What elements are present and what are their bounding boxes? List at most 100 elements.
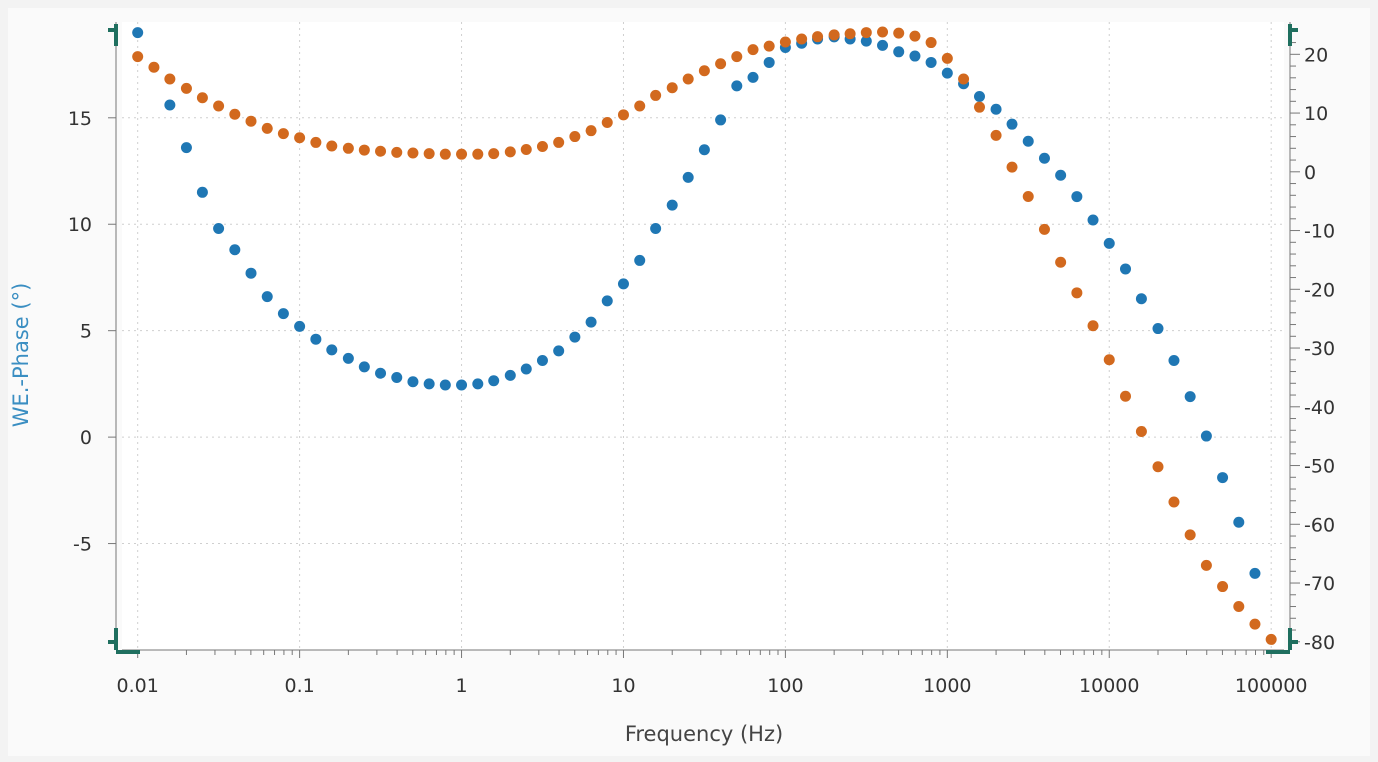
data-point: [601, 116, 613, 128]
data-point: [1217, 472, 1229, 484]
phase-chart: 0.01 0.1 1 10 100 1000 10000 100000 15 10 5 0 -5 20 10…: [8, 8, 1370, 756]
data-point: [1249, 567, 1261, 579]
data-point: [342, 352, 354, 364]
data-point: [277, 128, 289, 140]
data-point: [877, 26, 889, 38]
data-point: [860, 27, 872, 39]
data-point: [650, 222, 662, 234]
data-point: [358, 361, 370, 373]
data-point: [990, 103, 1002, 115]
data-point: [941, 52, 953, 64]
data-point: [925, 37, 937, 49]
data-point: [358, 144, 370, 156]
data-point: [1071, 287, 1083, 299]
data-point: [990, 129, 1002, 141]
data-point: [536, 354, 548, 366]
data-point: [634, 100, 646, 112]
data-point: [973, 91, 985, 103]
data-point: [1055, 256, 1067, 268]
data-point: [1038, 152, 1050, 164]
y-tick-label-left: 15: [68, 108, 92, 130]
data-point: [601, 295, 613, 307]
data-point: [1006, 161, 1018, 173]
axis-bracket: [108, 24, 118, 46]
data-point: [294, 320, 306, 332]
data-point: [617, 109, 629, 121]
data-point: [1120, 390, 1132, 402]
data-point: [439, 379, 451, 391]
data-point: [504, 146, 516, 158]
data-point: [132, 51, 144, 63]
axis-bracket: [108, 628, 118, 650]
data-point: [196, 92, 208, 104]
data-point: [1249, 618, 1261, 630]
data-point: [1135, 293, 1147, 305]
data-point: [941, 67, 953, 79]
x-tick-label: 10000: [1079, 675, 1139, 697]
data-point: [407, 147, 419, 159]
data-point: [925, 56, 937, 68]
x-tick-label: 1: [455, 675, 467, 697]
y-tick-label-right: 0: [1304, 162, 1316, 184]
data-point: [1087, 214, 1099, 226]
data-point: [456, 148, 468, 160]
data-point: [294, 132, 306, 144]
x-tick-label: 0.1: [285, 675, 315, 697]
data-point: [310, 333, 322, 345]
y-tick-label-right: 20: [1304, 44, 1328, 66]
data-point: [569, 331, 581, 343]
y-tick-label-right: -60: [1304, 514, 1335, 536]
data-point: [488, 375, 500, 387]
data-point: [1103, 354, 1115, 366]
data-point: [164, 99, 176, 111]
data-point: [812, 31, 824, 43]
data-point: [326, 140, 338, 152]
data-point: [1168, 354, 1180, 366]
data-point: [715, 58, 727, 70]
data-point: [180, 142, 192, 154]
y-tick-label-right: -80: [1304, 632, 1335, 654]
data-point: [877, 39, 889, 51]
data-point: [763, 40, 775, 52]
series-1: [132, 27, 1261, 579]
x-tick-label: 0.01: [117, 675, 159, 697]
data-point: [617, 278, 629, 290]
data-point: [277, 308, 289, 320]
data-point: [439, 148, 451, 160]
data-point: [407, 376, 419, 388]
data-point: [1038, 223, 1050, 235]
data-point: [456, 379, 468, 391]
y-tick-label-right: -40: [1304, 397, 1335, 419]
y-tick-label-left: 0: [80, 427, 92, 449]
data-point: [536, 141, 548, 153]
data-point: [1055, 169, 1067, 181]
data-point: [1233, 601, 1245, 613]
y-tick-label-left: -5: [73, 534, 92, 556]
data-point: [1120, 263, 1132, 275]
axis-bracket: [1288, 24, 1298, 46]
grid: [122, 22, 1284, 650]
data-point: [472, 378, 484, 390]
data-point: [585, 316, 597, 328]
data-point: [261, 122, 273, 134]
data-point: [1006, 118, 1018, 130]
data-point: [1233, 516, 1245, 528]
data-point: [391, 372, 403, 384]
data-point: [650, 89, 662, 101]
chart-canvas: 0.01 0.1 1 10 100 1000 10000 100000151050-52010…: [9, 22, 1335, 746]
data-point: [1200, 559, 1212, 571]
data-point: [666, 82, 678, 94]
y-tick-label-right: -20: [1304, 279, 1335, 301]
data-point: [1071, 191, 1083, 203]
data-point: [763, 56, 775, 68]
y-tick-label-left: 5: [80, 321, 92, 343]
data-point: [893, 46, 905, 58]
data-point: [569, 131, 581, 143]
data-point: [731, 80, 743, 92]
y-tick-label-right: 10: [1304, 103, 1328, 125]
data-point: [310, 136, 322, 148]
data-point: [1200, 430, 1212, 442]
data-point: [731, 51, 743, 63]
data-point: [229, 244, 241, 256]
data-point: [196, 186, 208, 198]
